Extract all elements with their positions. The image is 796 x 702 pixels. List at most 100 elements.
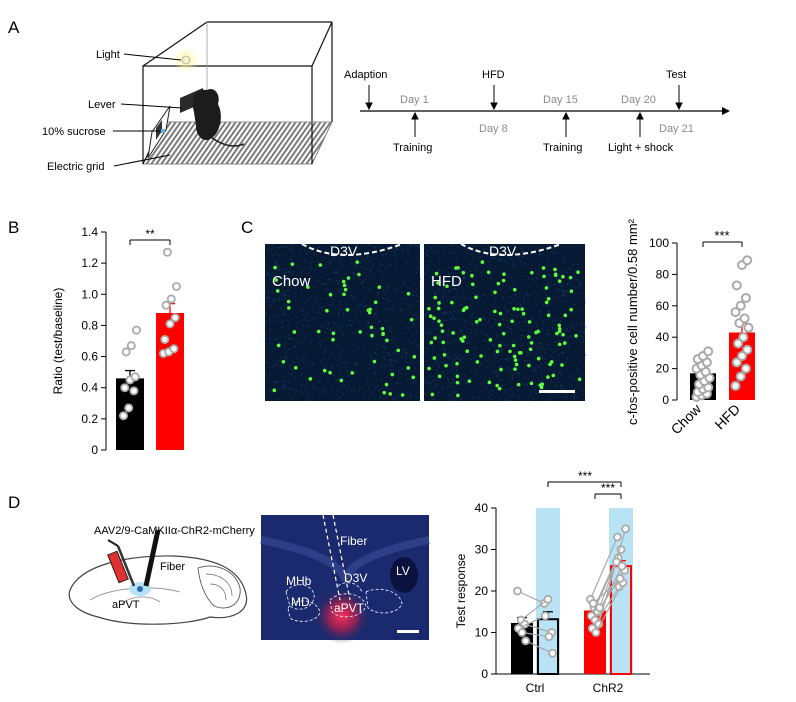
background-nucleus — [416, 344, 418, 346]
background-nucleus — [296, 326, 298, 328]
background-nucleus — [448, 267, 450, 269]
background-nucleus — [337, 280, 340, 283]
background-nucleus — [409, 303, 411, 306]
background-nucleus — [488, 396, 491, 398]
cfos-cell — [441, 340, 446, 345]
cfos-cell — [557, 342, 562, 347]
background-nucleus — [356, 265, 359, 267]
y-tick-label: 1.2 — [81, 256, 98, 270]
background-nucleus — [478, 338, 480, 340]
background-nucleus — [412, 295, 414, 297]
data-point — [735, 300, 746, 311]
background-nucleus — [414, 245, 416, 247]
background-nucleus — [356, 363, 358, 365]
background-nucleus — [442, 371, 444, 373]
background-nucleus — [297, 322, 299, 324]
cfos-cell — [528, 347, 533, 352]
background-nucleus — [425, 378, 427, 380]
background-nucleus — [354, 297, 357, 299]
background-nucleus — [535, 367, 537, 369]
background-nucleus — [557, 274, 559, 276]
cfos-cell — [512, 354, 517, 359]
background-nucleus — [330, 314, 332, 316]
cfos-cell — [498, 343, 502, 348]
background-nucleus — [288, 338, 290, 340]
background-nucleus — [367, 321, 369, 324]
background-nucleus — [583, 391, 585, 393]
background-nucleus — [303, 310, 305, 312]
background-nucleus — [414, 339, 416, 341]
background-nucleus — [361, 283, 363, 285]
background-nucleus — [332, 348, 334, 350]
background-nucleus — [579, 250, 581, 252]
background-nucleus — [493, 371, 495, 373]
background-nucleus — [319, 298, 321, 300]
background-nucleus — [424, 392, 426, 395]
background-nucleus — [441, 388, 443, 390]
background-nucleus — [450, 252, 452, 254]
background-nucleus — [497, 311, 499, 313]
background-nucleus — [541, 355, 543, 357]
background-nucleus — [314, 311, 316, 314]
background-nucleus — [573, 312, 575, 315]
background-nucleus — [486, 254, 488, 256]
background-nucleus — [498, 253, 500, 255]
background-nucleus — [426, 254, 429, 256]
background-nucleus — [511, 347, 513, 349]
background-nucleus — [305, 246, 307, 249]
background-nucleus — [509, 376, 511, 378]
data-point — [119, 411, 129, 421]
background-nucleus — [575, 351, 577, 353]
data-point — [591, 628, 601, 637]
background-nucleus — [344, 308, 346, 310]
background-nucleus — [384, 357, 386, 359]
background-nucleus — [333, 257, 335, 259]
background-nucleus — [310, 399, 312, 401]
cfos-cell — [437, 301, 441, 305]
background-nucleus — [307, 299, 309, 301]
panel-label-a: A — [8, 18, 20, 37]
cfos-cell — [546, 313, 551, 318]
background-nucleus — [528, 352, 531, 354]
background-nucleus — [285, 272, 287, 274]
background-nucleus — [309, 340, 312, 342]
background-nucleus — [510, 258, 512, 260]
background-nucleus — [447, 385, 449, 387]
background-nucleus — [290, 311, 292, 313]
background-nucleus — [281, 381, 283, 383]
background-nucleus — [283, 309, 285, 311]
background-nucleus — [316, 273, 318, 276]
background-nucleus — [277, 247, 279, 249]
background-nucleus — [314, 268, 316, 271]
cfos-cell — [293, 365, 298, 370]
background-nucleus — [329, 329, 332, 332]
background-nucleus — [508, 370, 510, 372]
background-nucleus — [395, 336, 397, 339]
background-nucleus — [288, 381, 290, 383]
background-nucleus — [472, 259, 474, 262]
background-nucleus — [512, 262, 514, 264]
background-nucleus — [265, 334, 267, 336]
background-nucleus — [545, 334, 547, 336]
background-nucleus — [287, 276, 289, 279]
background-nucleus — [561, 295, 563, 297]
background-nucleus — [468, 392, 470, 394]
background-nucleus — [363, 346, 365, 348]
background-nucleus — [389, 354, 391, 356]
background-nucleus — [296, 255, 298, 257]
cfos-cell — [541, 266, 546, 270]
data-point — [126, 341, 136, 351]
background-nucleus — [495, 298, 497, 300]
background-nucleus — [279, 313, 281, 315]
background-nucleus — [300, 323, 303, 325]
background-nucleus — [444, 356, 446, 358]
background-nucleus — [434, 280, 436, 283]
cfos-cell — [308, 377, 313, 381]
background-nucleus — [473, 250, 475, 252]
background-nucleus — [379, 396, 381, 398]
background-nucleus — [553, 393, 555, 395]
cfos-cell — [467, 379, 472, 383]
background-nucleus — [568, 376, 570, 378]
background-nucleus — [361, 282, 363, 284]
background-nucleus — [289, 267, 291, 269]
